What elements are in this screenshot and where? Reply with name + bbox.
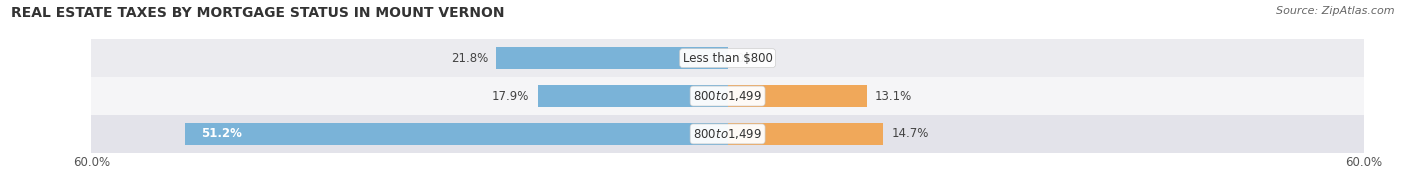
- Text: 0.0%: 0.0%: [737, 52, 766, 65]
- Text: 21.8%: 21.8%: [451, 52, 488, 65]
- Bar: [538, 85, 728, 107]
- Text: 14.7%: 14.7%: [891, 127, 929, 140]
- Text: Source: ZipAtlas.com: Source: ZipAtlas.com: [1277, 6, 1395, 16]
- Text: 17.9%: 17.9%: [492, 90, 529, 103]
- Bar: [728, 123, 883, 145]
- Text: $800 to $1,499: $800 to $1,499: [693, 127, 762, 141]
- Text: Less than $800: Less than $800: [683, 52, 772, 65]
- Bar: [728, 85, 866, 107]
- Text: 51.2%: 51.2%: [201, 127, 242, 140]
- Bar: [91, 39, 1364, 77]
- Bar: [91, 115, 1364, 153]
- Bar: [184, 123, 728, 145]
- Text: REAL ESTATE TAXES BY MORTGAGE STATUS IN MOUNT VERNON: REAL ESTATE TAXES BY MORTGAGE STATUS IN …: [11, 6, 505, 20]
- Text: $800 to $1,499: $800 to $1,499: [693, 89, 762, 103]
- Bar: [496, 47, 728, 69]
- Text: 13.1%: 13.1%: [875, 90, 912, 103]
- Bar: [91, 77, 1364, 115]
